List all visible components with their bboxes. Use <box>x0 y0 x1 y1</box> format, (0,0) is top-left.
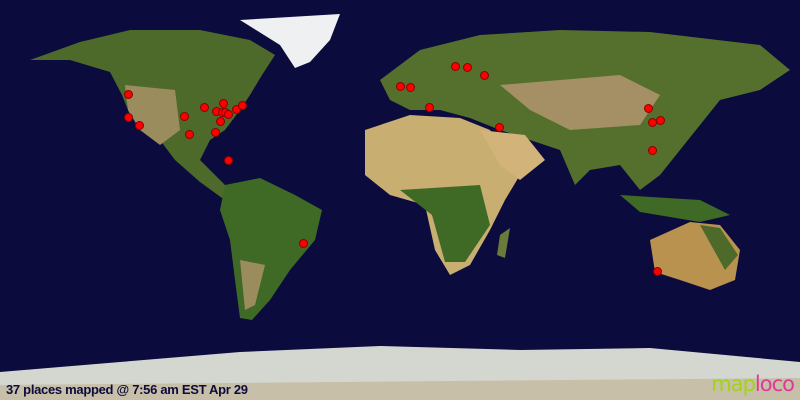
place-marker[interactable] <box>211 128 220 137</box>
place-marker[interactable] <box>644 104 653 113</box>
place-marker[interactable] <box>224 110 233 119</box>
place-marker[interactable] <box>425 103 434 112</box>
place-marker[interactable] <box>216 117 225 126</box>
maploco-logo[interactable]: maploco <box>711 372 795 396</box>
logo-part-loco: loco <box>754 372 795 396</box>
place-marker[interactable] <box>451 62 460 71</box>
place-marker[interactable] <box>396 82 405 91</box>
place-marker[interactable] <box>238 101 247 110</box>
place-marker[interactable] <box>648 146 657 155</box>
place-marker[interactable] <box>480 71 489 80</box>
place-marker[interactable] <box>224 156 233 165</box>
logo-part-map: map <box>711 372 756 396</box>
place-marker[interactable] <box>124 113 133 122</box>
place-marker[interactable] <box>219 99 228 108</box>
place-marker[interactable] <box>656 116 665 125</box>
place-marker[interactable] <box>495 123 504 132</box>
place-marker[interactable] <box>406 83 415 92</box>
status-text: 37 places mapped @ 7:56 am EST Apr 29 <box>6 382 248 397</box>
place-marker[interactable] <box>653 267 662 276</box>
place-marker[interactable] <box>135 121 144 130</box>
greenland <box>240 14 340 68</box>
place-marker[interactable] <box>180 112 189 121</box>
south-america <box>220 178 322 320</box>
place-marker[interactable] <box>463 63 472 72</box>
place-marker[interactable] <box>185 130 194 139</box>
place-marker[interactable] <box>200 103 209 112</box>
place-marker[interactable] <box>299 239 308 248</box>
place-marker[interactable] <box>124 90 133 99</box>
